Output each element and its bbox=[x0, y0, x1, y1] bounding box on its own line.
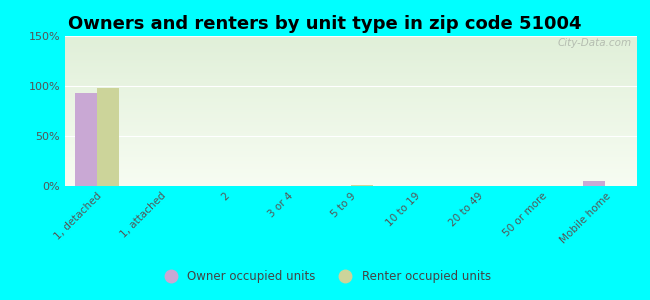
Bar bbox=[583, 181, 605, 186]
Text: City-Data.com: City-Data.com bbox=[557, 38, 631, 47]
Legend: Owner occupied units, Renter occupied units: Owner occupied units, Renter occupied un… bbox=[154, 266, 496, 288]
Text: Owners and renters by unit type in zip code 51004: Owners and renters by unit type in zip c… bbox=[68, 15, 582, 33]
Bar bbox=[75, 93, 97, 186]
Bar bbox=[351, 185, 373, 186]
Bar bbox=[97, 88, 119, 186]
